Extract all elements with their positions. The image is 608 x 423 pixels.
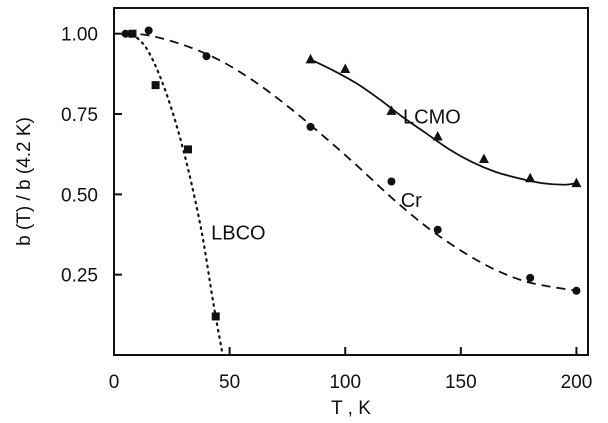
y-tick-label: 0.25 [61,266,98,287]
x-tick-label: 0 [109,372,120,393]
x-tick-label: 200 [561,372,593,393]
x-tick-label: 50 [219,372,240,393]
series-label-lcmo: LCMO [403,107,461,129]
x-axis-title: T , K [331,398,371,419]
series-label-lbco: LBCO [211,222,265,244]
y-tick-label: 1.00 [61,25,98,46]
lcmo-data-point [386,105,397,115]
cr-data-point [526,273,535,282]
labels: T , K b (T) / b (4.2 K) [14,117,371,419]
lbco-fit-line [131,32,224,357]
lbco-data-point [183,145,192,154]
series-label-cr: Cr [401,190,422,212]
lbco-data-point [151,81,160,90]
cr-data-point [433,225,442,234]
lcmo-data-point [525,172,536,183]
series-lcmo: LCMO [305,53,582,188]
lcmo-fit-line [310,58,577,186]
lcmo-data-point [478,153,489,164]
y-tick-label: 0.50 [61,185,98,206]
cr-data-point [572,286,581,295]
y-tick-label: 0.75 [61,105,98,126]
cr-data-point [144,26,153,35]
lbco-data-point [128,29,137,38]
plot-frame [113,7,589,356]
cr-data-point [121,29,130,38]
cr-fit-line [125,32,577,292]
lcmo-data-point [432,131,443,141]
lcmo-data-point [340,63,351,74]
x-tick-label: 150 [445,372,477,393]
y-axis-title: b (T) / b (4.2 K) [14,117,35,246]
lbco-data-point [211,312,220,321]
lcmo-data-point [571,177,582,188]
axes: 0 50 100 150 200 0.25 0.50 0.75 1.00 [61,7,593,393]
series-cr: Cr [121,26,581,295]
cr-data-point [202,52,211,61]
series-lbco: LBCO [128,29,266,357]
cr-data-point [306,122,315,131]
series-group: LCMO Cr LBCO [121,26,582,357]
cr-data-point [387,177,396,186]
x-tick-label: 100 [329,372,361,393]
lcmo-data-point [305,53,316,64]
